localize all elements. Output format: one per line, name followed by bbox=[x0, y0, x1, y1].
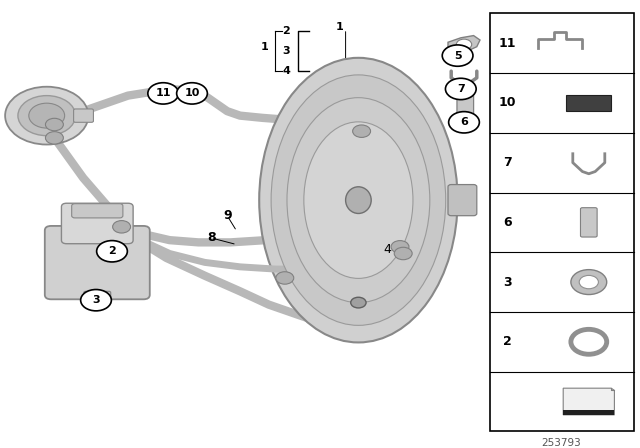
Circle shape bbox=[445, 78, 476, 99]
Text: 9: 9 bbox=[223, 209, 232, 222]
Text: 10: 10 bbox=[499, 96, 516, 109]
Text: 6: 6 bbox=[503, 216, 512, 229]
Text: 3: 3 bbox=[282, 46, 290, 56]
Text: 7: 7 bbox=[503, 156, 512, 169]
Text: 1: 1 bbox=[335, 22, 343, 32]
Polygon shape bbox=[563, 388, 614, 415]
FancyBboxPatch shape bbox=[45, 226, 150, 299]
FancyBboxPatch shape bbox=[457, 87, 474, 115]
Text: 4: 4 bbox=[383, 242, 391, 255]
FancyBboxPatch shape bbox=[580, 208, 597, 237]
Circle shape bbox=[571, 270, 607, 294]
Circle shape bbox=[45, 118, 63, 131]
Text: 3: 3 bbox=[92, 295, 100, 305]
Circle shape bbox=[113, 220, 131, 233]
Circle shape bbox=[351, 297, 366, 308]
FancyBboxPatch shape bbox=[61, 203, 133, 244]
Text: 7: 7 bbox=[457, 84, 465, 94]
FancyBboxPatch shape bbox=[74, 109, 93, 122]
Bar bbox=[563, 410, 614, 415]
Ellipse shape bbox=[304, 122, 413, 278]
Text: 2: 2 bbox=[282, 26, 290, 36]
Circle shape bbox=[18, 95, 76, 136]
Ellipse shape bbox=[259, 58, 458, 342]
Text: 11: 11 bbox=[156, 88, 171, 99]
Circle shape bbox=[394, 247, 412, 260]
Circle shape bbox=[353, 125, 371, 138]
Circle shape bbox=[391, 241, 409, 253]
Circle shape bbox=[148, 83, 179, 104]
Text: 10: 10 bbox=[184, 88, 200, 99]
Circle shape bbox=[579, 276, 598, 289]
FancyBboxPatch shape bbox=[84, 291, 111, 304]
Circle shape bbox=[276, 272, 294, 284]
Circle shape bbox=[81, 289, 111, 311]
Text: 4: 4 bbox=[282, 66, 290, 76]
FancyBboxPatch shape bbox=[448, 185, 477, 215]
Text: 11: 11 bbox=[499, 37, 516, 50]
Bar bbox=[490, 13, 634, 431]
Ellipse shape bbox=[346, 187, 371, 213]
Text: 6: 6 bbox=[460, 117, 468, 127]
Text: 8: 8 bbox=[207, 232, 216, 245]
Text: 5: 5 bbox=[454, 51, 461, 60]
Circle shape bbox=[456, 39, 472, 50]
Circle shape bbox=[97, 241, 127, 262]
Circle shape bbox=[177, 83, 207, 104]
Text: 2: 2 bbox=[108, 246, 116, 256]
Text: 253793: 253793 bbox=[541, 438, 582, 448]
Text: 1: 1 bbox=[261, 42, 269, 52]
Circle shape bbox=[442, 45, 473, 66]
Text: 3: 3 bbox=[503, 276, 512, 289]
Ellipse shape bbox=[287, 98, 430, 302]
Bar bbox=[566, 95, 611, 111]
Ellipse shape bbox=[271, 75, 445, 325]
FancyBboxPatch shape bbox=[72, 204, 123, 218]
Circle shape bbox=[45, 132, 63, 144]
Text: 2: 2 bbox=[503, 335, 512, 348]
Circle shape bbox=[449, 112, 479, 133]
Circle shape bbox=[29, 103, 65, 128]
Circle shape bbox=[5, 87, 88, 145]
Polygon shape bbox=[448, 35, 480, 52]
